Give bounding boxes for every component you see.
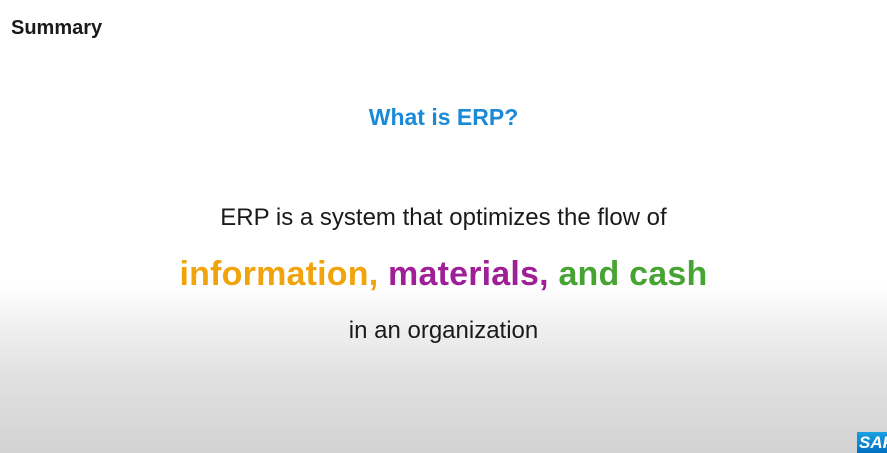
slide-title: Summary [11, 17, 103, 39]
word-and-cash: and cash [558, 255, 708, 293]
word-information: information, [179, 255, 379, 293]
definition-line-3: in an organization [348, 317, 539, 344]
definition-line-1: ERP is a system that optimizes the flow … [220, 204, 667, 231]
question-heading: What is ERP? [368, 104, 519, 130]
sap-logo: SAP [857, 432, 887, 453]
sap-logo-text: SAP [859, 433, 887, 452]
highlight-line: information, materials, and cash [0, 255, 887, 294]
word-materials: materials, [388, 255, 549, 293]
